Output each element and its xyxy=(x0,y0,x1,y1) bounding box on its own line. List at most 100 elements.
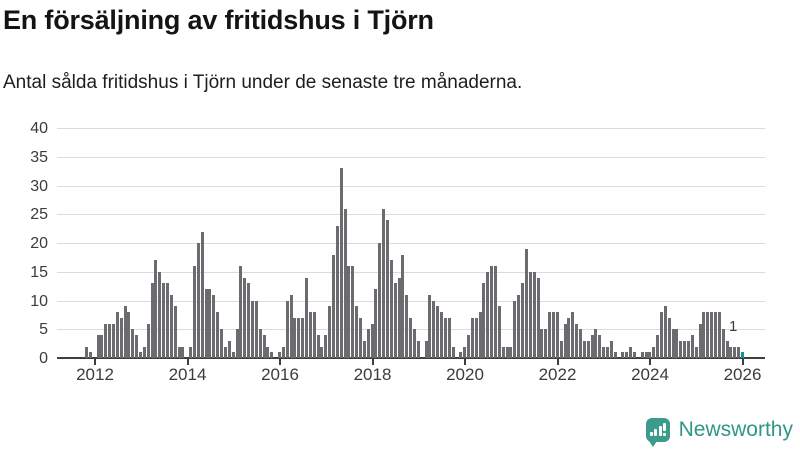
bar xyxy=(277,352,281,358)
bar xyxy=(540,329,544,358)
bar xyxy=(737,346,741,358)
bar xyxy=(729,346,733,358)
bar xyxy=(297,317,301,358)
bar xyxy=(316,335,320,358)
bar xyxy=(196,243,200,358)
bar xyxy=(443,317,447,358)
bar xyxy=(559,340,563,358)
bar xyxy=(204,289,208,358)
bar-chart: 1 0 5 10 15 20 25 30 35 40 2012 2014 2016 2018 2020 20… xyxy=(0,115,800,410)
bar xyxy=(370,323,374,358)
bar xyxy=(308,312,312,358)
bar xyxy=(115,312,119,358)
bar xyxy=(567,317,571,358)
bar xyxy=(440,312,444,358)
bar xyxy=(490,266,494,358)
y-tick-label: 0 xyxy=(39,350,48,367)
bar xyxy=(509,346,513,358)
brand-name: Newsworthy xyxy=(678,418,793,441)
bar xyxy=(247,283,251,358)
bar xyxy=(200,231,204,358)
bar xyxy=(474,317,478,358)
bar xyxy=(250,300,254,358)
bar xyxy=(659,312,663,358)
bar xyxy=(663,306,667,358)
bar xyxy=(532,271,536,358)
bar xyxy=(513,300,517,358)
bar xyxy=(551,312,555,358)
y-tick-label: 40 xyxy=(30,120,48,137)
bar xyxy=(725,340,729,358)
bar xyxy=(505,346,509,358)
bar xyxy=(648,352,652,358)
bar xyxy=(555,312,559,358)
bar xyxy=(301,317,305,358)
bar xyxy=(486,271,490,358)
bar xyxy=(671,329,675,358)
x-tick-mark xyxy=(741,359,744,365)
bar xyxy=(478,312,482,358)
y-tick-label: 20 xyxy=(30,235,48,252)
bar xyxy=(428,294,432,358)
bar xyxy=(717,312,721,358)
bar xyxy=(374,289,378,358)
bar xyxy=(88,352,92,358)
bar xyxy=(169,294,173,358)
bar xyxy=(212,294,216,358)
bar xyxy=(467,335,471,358)
bar xyxy=(104,323,108,358)
gridline xyxy=(57,271,765,273)
y-tick-label: 25 xyxy=(30,206,48,224)
y-tick-label: 35 xyxy=(30,148,48,166)
bar xyxy=(586,340,590,358)
bar xyxy=(548,312,552,358)
bar xyxy=(594,329,598,358)
bar xyxy=(281,346,285,358)
bar xyxy=(613,352,617,358)
x-tick-mark xyxy=(464,359,466,365)
bar xyxy=(85,346,88,358)
bar xyxy=(189,346,193,358)
bar xyxy=(123,306,127,358)
bar xyxy=(331,254,335,358)
x-tick-mark xyxy=(186,359,189,365)
bar xyxy=(436,306,440,358)
bar xyxy=(173,306,177,358)
bar xyxy=(667,317,671,358)
bar xyxy=(679,340,683,358)
bar xyxy=(389,260,393,358)
bar xyxy=(451,346,455,358)
gridline xyxy=(57,156,765,158)
x-tick-mark xyxy=(371,359,374,365)
x-tick-mark xyxy=(556,359,559,365)
bar xyxy=(629,346,633,358)
bar xyxy=(625,352,629,358)
x-tick-label: 2016 xyxy=(261,365,299,384)
bar xyxy=(602,346,606,358)
bar xyxy=(459,352,463,358)
highlight-bar xyxy=(741,352,745,358)
y-tick-label: 15 xyxy=(30,263,48,281)
bar xyxy=(386,220,389,358)
x-tick-label: 2014 xyxy=(168,365,207,384)
bar xyxy=(698,323,702,358)
bar xyxy=(501,346,505,358)
x-tick-label: 2020 xyxy=(446,365,484,384)
bar xyxy=(463,346,467,358)
bar xyxy=(139,352,143,358)
bar xyxy=(382,208,386,358)
bar xyxy=(154,260,158,358)
bar xyxy=(177,346,181,358)
newsworthy-logo: Newsworthy xyxy=(645,414,793,447)
x-tick-label: 2022 xyxy=(538,365,577,384)
bar xyxy=(254,300,258,358)
bar xyxy=(621,352,625,358)
bar xyxy=(239,266,243,358)
bar xyxy=(135,335,139,358)
bar xyxy=(733,346,737,358)
bar xyxy=(262,335,266,358)
bar xyxy=(231,352,235,358)
y-tick-label: 10 xyxy=(30,292,48,310)
bar xyxy=(108,323,112,358)
bar xyxy=(470,317,474,358)
